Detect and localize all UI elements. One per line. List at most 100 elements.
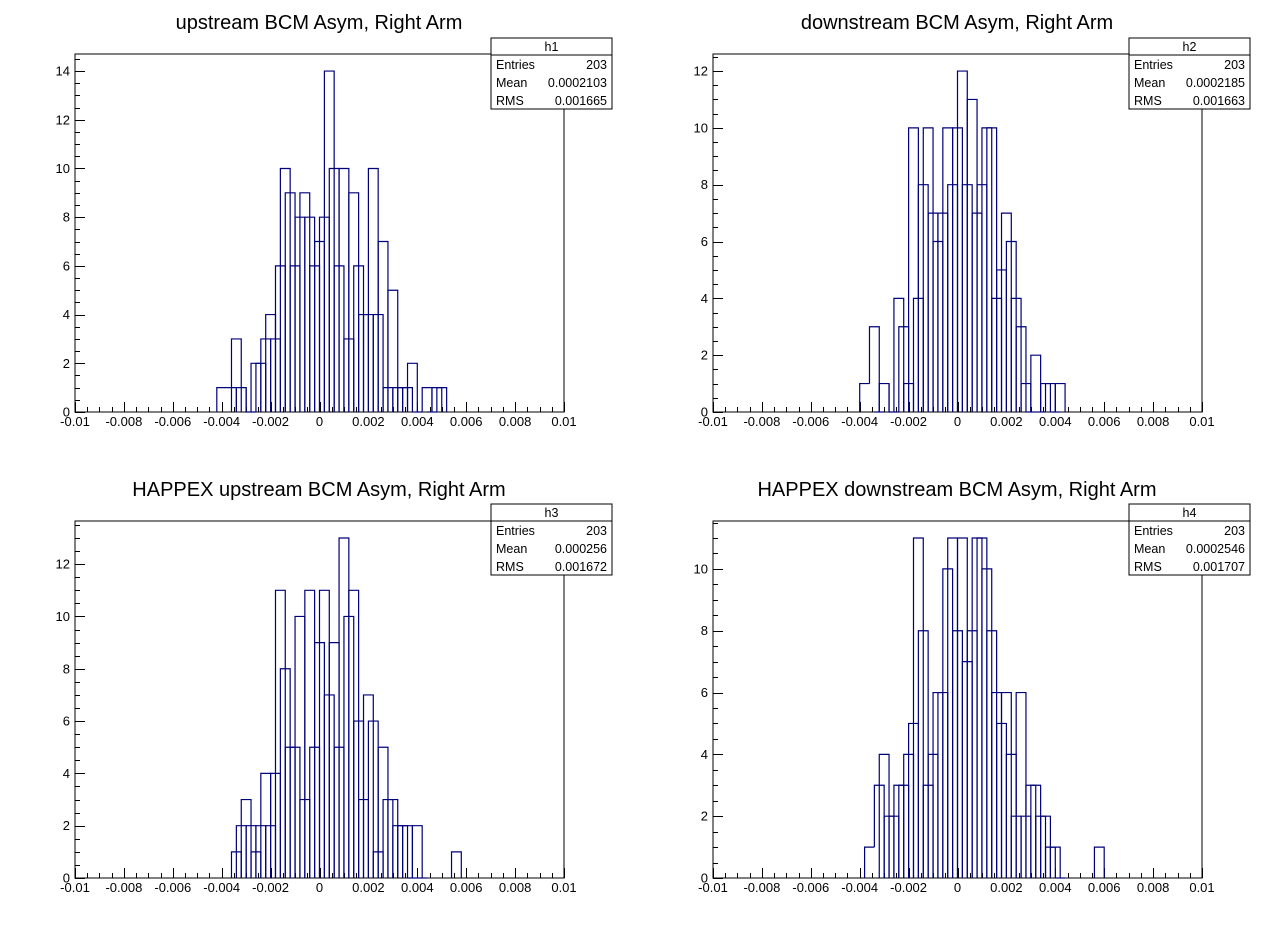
stats-box-frame — [490, 37, 613, 110]
x-tick-label: 0.01 — [1189, 880, 1214, 895]
stats-label: Mean — [496, 76, 527, 90]
stats-box: h3 Entries 203 Mean 0.000256 RMS 0.001672 — [490, 503, 613, 576]
stats-value: 203 — [586, 58, 607, 72]
x-tick-label: 0.004 — [401, 880, 434, 895]
stats-value: 0.001665 — [555, 94, 607, 108]
histogram-bin — [1015, 326, 1027, 412]
stats-box: h1 Entries 203 Mean 0.0002103 RMS 0.001665 — [490, 37, 613, 110]
x-tick-label: 0.008 — [499, 880, 532, 895]
stats-label: RMS — [496, 94, 524, 108]
histogram-pad-h3: HAPPEX upstream BCM Asym, Right Arm -0.01… — [56, 479, 613, 895]
y-tick-label: 10 — [694, 561, 708, 576]
chart-title: HAPPEX downstream BCM Asym, Right Arm — [757, 479, 1156, 501]
histogram-bin — [387, 289, 399, 412]
x-tick-label: -0.01 — [60, 414, 90, 429]
stats-value: 0.000256 — [555, 542, 607, 556]
x-tick-label: 0.002 — [352, 414, 385, 429]
histogram-bins — [863, 537, 1105, 879]
x-tick-label: -0.01 — [698, 414, 728, 429]
histogram-bin — [1049, 846, 1061, 878]
y-tick-label: 0 — [63, 871, 70, 886]
x-tick-label: -0.004 — [841, 880, 878, 895]
stats-box: h2 Entries 203 Mean 0.0002185 RMS 0.001663 — [1128, 37, 1251, 110]
histogram-bins — [859, 70, 1066, 413]
y-tick-label: 12 — [694, 64, 708, 79]
stats-value: 0.0002185 — [1186, 76, 1245, 90]
x-tick-label: 0 — [954, 414, 961, 429]
x-tick-label: 0.004 — [1039, 880, 1072, 895]
histogram-bin — [323, 70, 335, 412]
y-tick-label: 4 — [63, 307, 70, 322]
histogram-bin — [216, 387, 227, 412]
y-tick-label: 8 — [63, 661, 70, 676]
x-tick-label: -0.002 — [252, 880, 289, 895]
stats-label: RMS — [496, 560, 524, 574]
stats-label: Entries — [496, 58, 535, 72]
x-tick-label: 0.008 — [499, 414, 532, 429]
histogram-bin — [240, 798, 252, 878]
y-tick-label: 0 — [701, 871, 708, 886]
x-tick-label: -0.01 — [60, 880, 90, 895]
histogram-bin — [1093, 846, 1105, 878]
x-tick-label: -0.006 — [792, 880, 829, 895]
y-tick-label: 6 — [63, 258, 70, 273]
histogram-bin — [348, 589, 360, 878]
histogram-bin — [888, 383, 899, 413]
x-tick-label: -0.006 — [154, 414, 191, 429]
x-tick-label: -0.002 — [890, 880, 927, 895]
stats-histogram-name: h3 — [545, 506, 559, 520]
y-tick-label: 12 — [56, 112, 70, 127]
x-tick-label: 0.004 — [401, 414, 434, 429]
histogram-bins — [216, 70, 448, 413]
y-tick-label: 6 — [63, 714, 70, 729]
histogram-bin — [274, 589, 286, 878]
stats-histogram-name: h1 — [545, 40, 559, 54]
x-tick-label: -0.006 — [792, 414, 829, 429]
y-tick-label: 0 — [701, 405, 708, 420]
stats-label: Mean — [496, 542, 527, 556]
histogram-pad-h1: upstream BCM Asym, Right Arm-0.01 -0.008-… — [56, 12, 613, 429]
histogram-bin — [245, 387, 256, 413]
stats-label: Entries — [1134, 524, 1173, 538]
y-tick-label: 8 — [63, 210, 70, 225]
x-tick-label: 0.002 — [990, 414, 1023, 429]
y-tick-label: 10 — [56, 161, 70, 176]
histogram-bin — [348, 192, 360, 412]
stats-box: h4 Entries 203 Mean 0.0002546 RMS 0.001707 — [1128, 503, 1251, 576]
x-tick-label: 0.006 — [1088, 880, 1121, 895]
y-tick-label: 4 — [701, 747, 708, 762]
stats-box-frame — [490, 503, 613, 576]
histogram-bin — [893, 297, 905, 412]
x-tick-label: -0.008 — [105, 880, 142, 895]
histogram-bin — [436, 387, 448, 412]
y-tick-label: 10 — [56, 609, 70, 624]
x-tick-label: 0.01 — [1189, 414, 1214, 429]
histogram-bin — [230, 338, 242, 412]
histogram-bins — [230, 537, 462, 879]
histogram-bin — [1010, 297, 1022, 412]
stats-label: Entries — [496, 524, 535, 538]
x-tick-label: -0.002 — [890, 414, 927, 429]
x-tick-label: 0.008 — [1137, 880, 1170, 895]
stats-value: 0.001672 — [555, 560, 607, 574]
histogram-bin — [859, 382, 870, 412]
stats-box-frame — [1128, 37, 1251, 110]
histogram-bin — [863, 846, 875, 878]
y-tick-label: 2 — [701, 809, 708, 824]
histogram-pad-h2: downstream BCM Asym, Right Arm -0.01 -0.00… — [694, 12, 1251, 429]
x-tick-label: 0.002 — [990, 880, 1023, 895]
x-tick-label: -0.004 — [203, 880, 240, 895]
histogram-bin — [362, 694, 374, 878]
x-tick-label: 0 — [316, 880, 323, 895]
stats-label: Entries — [1134, 58, 1173, 72]
histogram-bin — [450, 851, 462, 878]
y-tick-label: 2 — [701, 348, 708, 363]
y-tick-label: 2 — [63, 818, 70, 833]
y-tick-label: 14 — [56, 64, 70, 79]
y-tick-label: 8 — [701, 177, 708, 192]
stats-value: 0.001663 — [1193, 94, 1245, 108]
y-tick-label: 2 — [63, 356, 70, 371]
x-tick-label: 0.01 — [551, 414, 576, 429]
x-tick-label: 0.006 — [450, 880, 483, 895]
